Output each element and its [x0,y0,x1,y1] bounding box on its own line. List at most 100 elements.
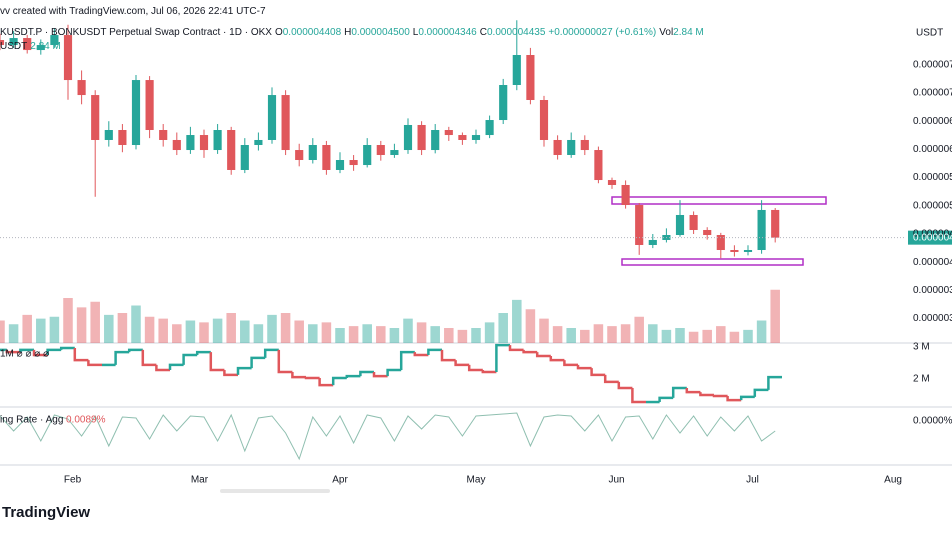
volume-bar [648,324,658,343]
volume-bar [512,299,522,343]
step-segment [359,370,374,377]
candle-body [363,145,372,166]
volume-bar [362,324,372,343]
x-tick-label: Aug [884,475,902,486]
step-segment [114,350,130,365]
step-segment [590,368,606,377]
candle-body [227,130,236,170]
candle-body [349,160,358,166]
candle-body [91,95,100,140]
legend: KUSDT.P · BONKUSDT Perpetual Swap Contra… [0,27,707,38]
step-segment [712,394,728,398]
candle-body [281,95,290,151]
candle-body [675,214,685,236]
step-segment [481,370,497,374]
candle-body [186,135,195,151]
volume-bar [702,329,712,343]
candle-body [716,235,725,251]
candle-body [254,139,263,146]
y-tick-label: 0.0000075 [913,59,952,70]
step-segment [291,371,306,379]
step-segment [685,387,701,394]
x-tick-label: Apr [332,475,348,486]
candle-body [417,124,426,151]
candle-body [267,95,277,140]
ohlc-key: H [344,27,352,38]
volume-bar [430,326,440,343]
step-segment [32,349,48,357]
step-segment [5,349,21,354]
volume-bar [117,313,128,343]
candle-body [471,135,481,140]
step-segment [631,387,646,404]
candle-body [648,239,657,245]
volume-bar [90,301,100,343]
step-segment [671,386,687,398]
logo: TradingView [2,504,91,521]
candle-body [567,139,576,155]
volume-bar [8,324,19,343]
volume-bar [199,322,209,343]
volume-bar [104,314,114,343]
candle-body [77,80,86,96]
volume-bar [144,316,155,343]
volume-bar [63,298,73,343]
volume-bar [566,328,576,343]
candle-body [23,38,32,51]
ohlc-value: 0.000004435 [486,27,546,38]
step-segment [522,349,538,354]
volume-bar [593,324,604,343]
y-tick-label: 0.0000065 [913,116,952,127]
volume-bar [158,318,168,343]
step-segment [209,352,225,372]
step-segment [563,360,578,367]
symbol: KUSDT.P · BONKUSDT Perpetual Swap Contra… [0,27,272,38]
volume-bar [253,324,264,343]
candle-body [213,130,222,151]
candle-body [730,250,739,252]
funding-line [0,412,776,461]
x-tick-label: Jul [746,475,759,486]
candle-body [526,55,535,101]
candle-body [308,145,317,161]
candle-body [499,85,508,121]
candle-body [131,80,141,146]
volume-bar [552,326,563,343]
step-segment [576,364,592,370]
candle-body [9,38,18,46]
volume-bar [457,329,468,343]
candle-body [743,250,753,252]
step-segment [386,368,402,377]
candle-body [63,35,73,81]
volume-bar [607,326,617,343]
step-segment [345,374,361,379]
volume-legend: USDT 2.84 M [0,41,64,52]
step-segment [155,364,170,372]
candle-body [376,145,385,155]
x-tick-label: Feb [64,475,82,486]
step-segment [767,375,782,390]
volume-bar [389,328,400,343]
range-box [621,258,804,266]
volume-name: USDT [0,41,28,52]
y-tick-label: 2 M [913,374,930,385]
step-segment [46,348,62,355]
candle-body [36,45,45,51]
volume-bar [172,324,182,343]
volume-bar [185,320,196,343]
step-segment [331,376,347,386]
candle-body [757,209,766,251]
volume-bar [770,289,780,343]
candle-body [594,150,603,181]
volume-bar [620,324,631,343]
volume-bar [76,307,87,343]
ohlc-key: L [412,27,419,38]
candle-body [335,160,345,170]
step-segment [617,381,633,390]
step-segment [141,349,157,367]
candle-body [689,214,698,230]
step-segment [19,348,34,353]
